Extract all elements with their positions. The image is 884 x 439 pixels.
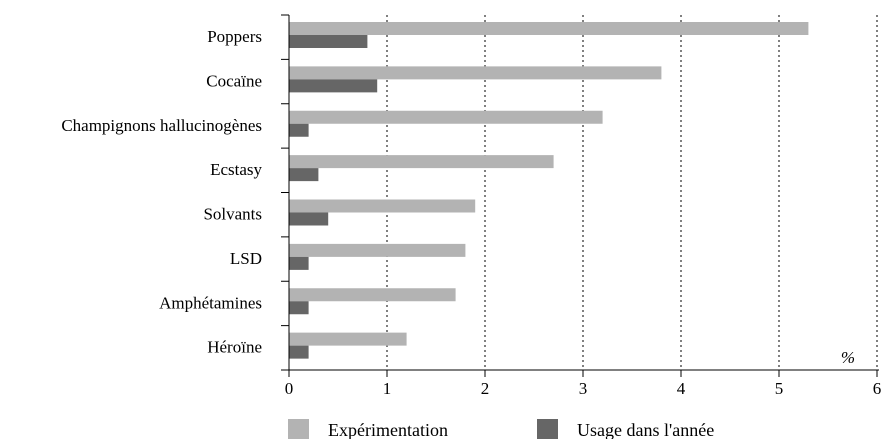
legend-label: Usage dans l'année (577, 420, 714, 439)
bar (289, 243, 466, 257)
legend-label: Expérimentation (328, 420, 448, 439)
x-tick-label: 6 (873, 379, 882, 398)
bar (289, 332, 407, 346)
category-label: Solvants (203, 205, 262, 224)
category-label: Héroïne (207, 338, 262, 357)
x-tick-label: 4 (677, 379, 686, 398)
x-tick-label: 2 (481, 379, 490, 398)
category-label: Ecstasy (210, 160, 262, 179)
bar (289, 345, 309, 359)
bar (289, 110, 603, 124)
x-tick-label: 1 (383, 379, 392, 398)
legend-swatch (288, 419, 309, 439)
category-label: Cocaïne (206, 71, 262, 90)
x-tick-label: 0 (285, 379, 294, 398)
bar (289, 79, 378, 93)
x-tick-label: 5 (775, 379, 784, 398)
bar (289, 256, 309, 270)
bar (289, 288, 456, 302)
bar (289, 301, 309, 315)
category-label: Poppers (207, 27, 262, 46)
bar (289, 199, 476, 213)
unit-label: % (841, 348, 855, 367)
bar (289, 212, 329, 226)
bar (289, 155, 554, 169)
bar (289, 35, 368, 48)
bar (289, 66, 662, 80)
bar (289, 22, 809, 35)
bar (289, 168, 319, 182)
category-label: LSD (230, 249, 262, 268)
category-label: Champignons hallucinogènes (61, 116, 262, 135)
legend-swatch (537, 419, 558, 439)
bar (289, 123, 309, 137)
category-label: Amphétamines (159, 293, 262, 312)
x-tick-label: 3 (579, 379, 588, 398)
